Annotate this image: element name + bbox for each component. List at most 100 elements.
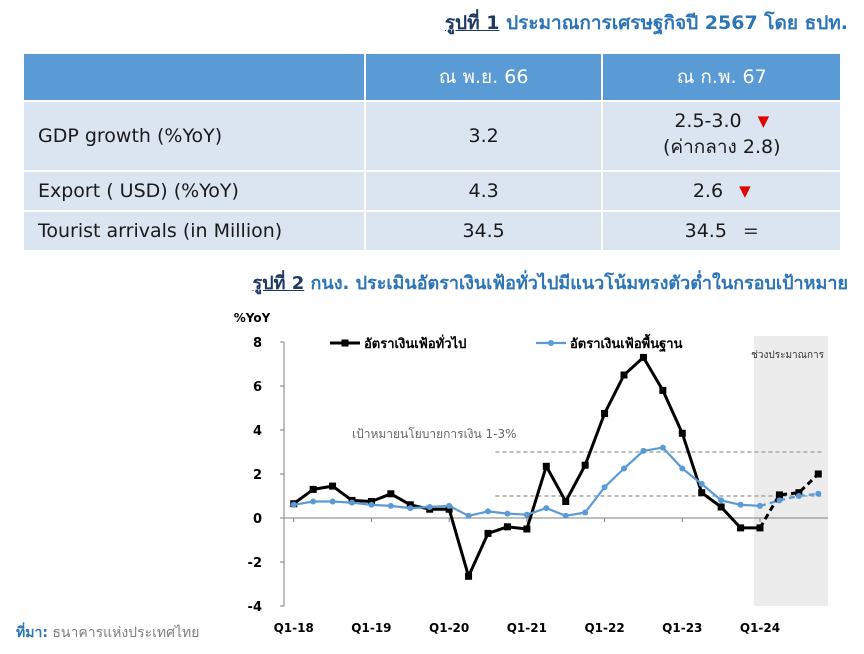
source-text: ธนาคารแห่งประเทศไทย bbox=[52, 625, 200, 641]
header-label bbox=[22, 52, 366, 102]
table-row-export: Export ( USD) (%YoY) 4.3 2.6 ▼ bbox=[22, 170, 842, 212]
figure2-text: กนง. ประเมินอัตราเงินเฟ้อทั่วไปมีแนวโน้ม… bbox=[310, 273, 848, 294]
series-point bbox=[407, 505, 414, 512]
series-point bbox=[310, 498, 317, 505]
series-point bbox=[368, 501, 375, 508]
series-line bbox=[292, 355, 760, 578]
series-point bbox=[504, 510, 511, 517]
series-point bbox=[659, 444, 666, 451]
table-header-row: ณ พ.ย. 66 ณ ก.พ. 67 bbox=[22, 52, 842, 102]
series-point bbox=[562, 498, 570, 505]
series-point bbox=[543, 505, 550, 512]
y-tick-label: -4 bbox=[248, 600, 262, 615]
x-tick-label: Q1-22 bbox=[584, 621, 624, 635]
series-point bbox=[484, 529, 492, 537]
series-point bbox=[639, 353, 647, 361]
series-point bbox=[737, 501, 744, 508]
series-point bbox=[678, 429, 686, 437]
series-point bbox=[503, 523, 511, 531]
y-tick-label: -2 bbox=[248, 556, 262, 571]
series-point bbox=[621, 465, 627, 472]
series-point bbox=[387, 490, 395, 498]
row-label: Tourist arrivals (in Million) bbox=[22, 210, 366, 252]
series-point bbox=[465, 572, 473, 580]
series-point bbox=[757, 502, 763, 509]
estimate-table: ณ พ.ย. 66 ณ ก.พ. 67 GDP growth (%YoY) 3.… bbox=[22, 52, 842, 252]
series-point bbox=[815, 490, 822, 497]
series-point bbox=[756, 524, 764, 532]
feb67-note: (ค่ากลาง 2.8) bbox=[662, 136, 781, 158]
series-point bbox=[523, 525, 531, 533]
header-feb67: ณ ก.พ. 67 bbox=[601, 52, 842, 102]
series-point bbox=[698, 480, 705, 487]
inflation-chart: ช่วงประมาณการ -4 -2 0 2 4 6 8 %YoY Q1-18 Q1-19 Q1-2… bbox=[234, 311, 828, 635]
y-tick-label: 2 bbox=[253, 468, 262, 483]
y-tick-label: 8 bbox=[253, 336, 262, 351]
series-point bbox=[445, 505, 453, 513]
series-point bbox=[349, 499, 355, 506]
row-feb67: 2.5-3.0 ▼ (ค่ากลาง 2.8) bbox=[601, 100, 842, 172]
series-point bbox=[776, 497, 783, 504]
series-point bbox=[426, 504, 433, 510]
figure2-number: รูปที่ 2 bbox=[252, 273, 305, 294]
series-point bbox=[601, 410, 609, 417]
series-point bbox=[659, 386, 667, 394]
series-point bbox=[542, 462, 550, 470]
y-axis-label: %YoY bbox=[234, 311, 271, 325]
series-point bbox=[795, 493, 802, 499]
feb67-value: 2.6 bbox=[692, 180, 724, 202]
equal-sign-icon: = bbox=[742, 220, 759, 242]
table-row-tourist: Tourist arrivals (in Million) 34.5 34.5 = bbox=[22, 210, 842, 252]
series-point bbox=[814, 470, 822, 478]
down-arrow-icon: ▼ bbox=[739, 182, 751, 200]
series-point bbox=[446, 502, 453, 509]
x-tick-label: Q1-18 bbox=[274, 621, 314, 635]
series-point bbox=[737, 524, 745, 532]
feb67-value: 34.5 bbox=[684, 220, 727, 242]
source-label: ที่มา: bbox=[16, 625, 48, 641]
table-row-gdp: GDP growth (%YoY) 3.2 2.5-3.0 ▼ (ค่ากลาง … bbox=[22, 100, 842, 172]
series-point bbox=[387, 502, 394, 509]
series-point bbox=[640, 447, 647, 454]
figure1-title: รูปที่ 1 ประมาณการเศรษฐกิจปี 2567 โดย ธป… bbox=[445, 8, 848, 38]
series-point bbox=[698, 489, 706, 497]
x-tick-label: Q1-23 bbox=[662, 621, 702, 635]
series-point bbox=[775, 491, 783, 499]
series-point bbox=[620, 371, 628, 379]
row-nov66: 4.3 bbox=[363, 170, 604, 212]
source-note: ที่มา: ธนาคารแห่งประเทศไทย bbox=[16, 622, 199, 644]
row-label: Export ( USD) (%YoY) bbox=[22, 170, 366, 212]
row-nov66: 3.2 bbox=[363, 100, 604, 172]
series-point bbox=[329, 498, 336, 505]
figure1-number: รูปที่ 1 bbox=[444, 12, 500, 34]
figure2-title: รูปที่ 2 กนง. ประเมินอัตราเงินเฟ้อทั่วไป… bbox=[253, 268, 849, 297]
series-point bbox=[679, 465, 686, 472]
series-point bbox=[523, 511, 530, 518]
x-tick-label: Q1-24 bbox=[740, 621, 780, 635]
x-tick-label: Q1-21 bbox=[507, 621, 547, 635]
y-tick-label: 6 bbox=[253, 380, 262, 395]
series-point bbox=[290, 501, 297, 508]
series-point bbox=[601, 484, 608, 491]
x-tick-label: Q1-19 bbox=[351, 621, 391, 635]
target-band-label: เป้าหมายนโยบายการเงิน 1-3% bbox=[352, 427, 517, 441]
series-point bbox=[406, 501, 414, 509]
series-point bbox=[367, 498, 375, 505]
row-feb67: 34.5 = bbox=[601, 210, 842, 252]
series-point bbox=[485, 508, 491, 515]
legend-label: อัตราเงินเฟ้อพื้นฐาน bbox=[570, 333, 683, 353]
feb67-value: 2.5-3.0 bbox=[674, 110, 742, 132]
y-tick-label: 4 bbox=[253, 424, 262, 439]
legend-label: อัตราเงินเฟ้อทั่วไป bbox=[364, 334, 466, 352]
legend-marker bbox=[548, 340, 554, 346]
figure1-text: ประมาณการเศรษฐกิจปี 2567 โดย ธปท. bbox=[506, 12, 848, 34]
x-tick-label: Q1-20 bbox=[429, 621, 469, 635]
series-point bbox=[329, 482, 337, 490]
row-label: GDP growth (%YoY) bbox=[22, 100, 366, 172]
series-forecast-line bbox=[759, 492, 819, 507]
series-point bbox=[465, 512, 472, 519]
row-feb67: 2.6 ▼ bbox=[601, 170, 842, 212]
row-nov66: 34.5 bbox=[363, 210, 604, 252]
legend-marker bbox=[341, 339, 349, 347]
series-point bbox=[309, 485, 317, 493]
